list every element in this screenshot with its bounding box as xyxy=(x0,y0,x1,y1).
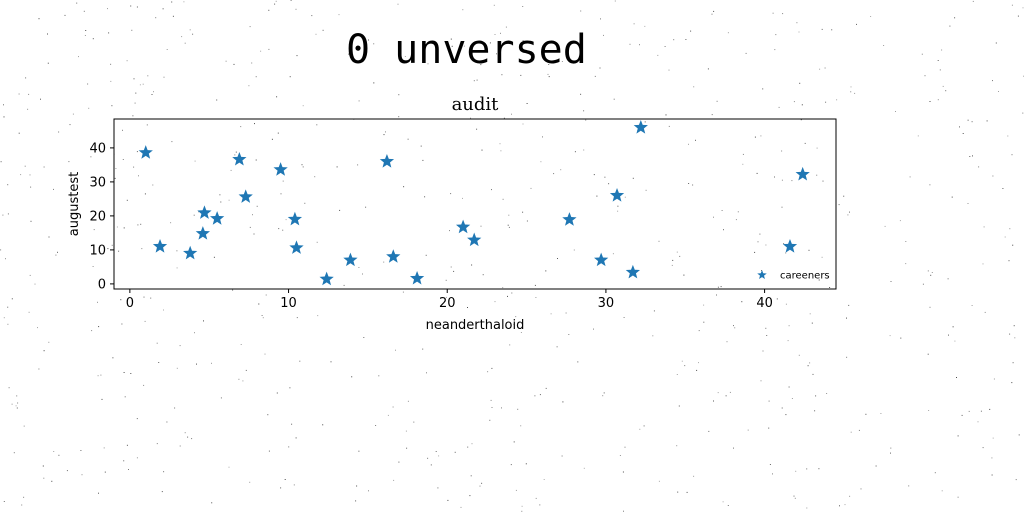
data-point-star xyxy=(795,166,810,181)
data-point-star xyxy=(238,189,253,203)
data-point-star xyxy=(386,249,401,263)
data-point-star xyxy=(467,232,482,247)
data-point-star xyxy=(289,240,304,254)
data-point-star xyxy=(232,151,247,166)
data-point-star xyxy=(287,211,303,226)
figure-suptitle: 0 unversed xyxy=(346,27,587,73)
legend-label: careeners xyxy=(780,271,830,282)
data-point-star xyxy=(625,264,641,279)
data-point-star xyxy=(594,252,609,267)
plot-frame xyxy=(113,118,837,290)
y-tick-label: 40 xyxy=(89,141,106,156)
x-tick-label: 40 xyxy=(756,296,773,311)
data-point-star xyxy=(152,239,168,253)
x-tick-label: 0 xyxy=(126,296,134,311)
data-point-star xyxy=(633,120,648,134)
y-tick-label: 10 xyxy=(89,243,106,258)
x-tick-label: 10 xyxy=(280,296,297,311)
data-point-star xyxy=(319,271,334,286)
data-point-star xyxy=(562,212,577,226)
data-point-star xyxy=(197,205,212,219)
data-point-star xyxy=(782,239,798,253)
x-tick-label: 30 xyxy=(598,296,615,311)
legend-marker xyxy=(757,270,767,280)
data-point-star xyxy=(379,154,395,168)
data-point-star xyxy=(195,226,210,240)
y-tick-label: 20 xyxy=(89,209,106,224)
y-tick-label: 30 xyxy=(89,175,106,190)
y-axis-label: augustest xyxy=(67,172,82,236)
y-tick-label: 0 xyxy=(98,277,106,292)
data-point-star xyxy=(343,252,358,267)
data-point-star xyxy=(138,145,153,159)
data-point-star xyxy=(409,270,425,285)
data-point-star xyxy=(210,211,225,225)
x-axis-label: neanderthaloid xyxy=(426,318,525,333)
chart-title: audit xyxy=(452,94,500,115)
data-point-star xyxy=(455,219,471,234)
x-tick-label: 20 xyxy=(439,296,456,311)
data-point-star xyxy=(273,162,288,176)
data-point-star xyxy=(183,245,198,260)
data-point-star xyxy=(609,188,625,202)
